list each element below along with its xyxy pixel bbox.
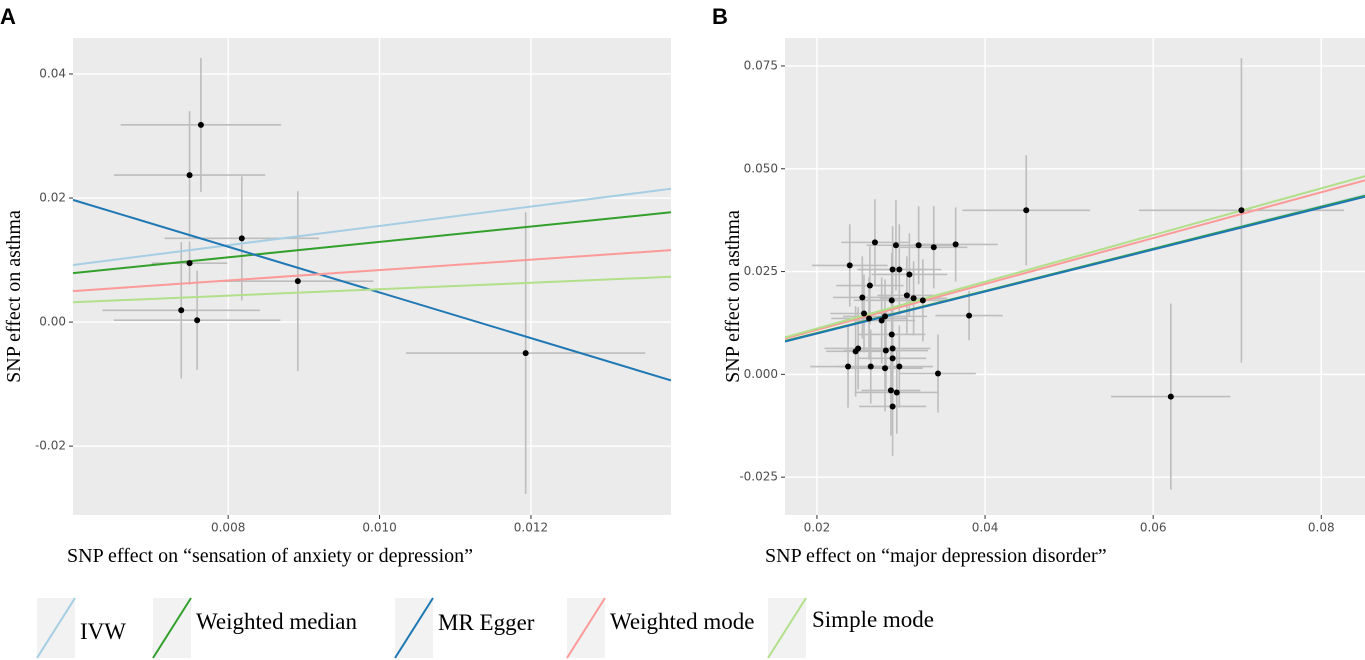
point	[903, 292, 910, 299]
regression-line	[73, 275, 671, 304]
point	[934, 370, 941, 377]
plot-background	[785, 38, 1365, 515]
point	[887, 387, 894, 394]
point	[861, 310, 868, 317]
point	[197, 121, 204, 128]
legend-label: IVW	[80, 619, 126, 644]
x-tick-label: 0.02	[804, 521, 831, 535]
legend-swatch	[566, 597, 606, 659]
point	[186, 260, 193, 267]
x-tick-label: 0.010	[362, 521, 396, 535]
point	[882, 347, 889, 354]
y-axis-title: SNP effect on asthma	[722, 210, 744, 383]
point	[186, 172, 193, 179]
point	[952, 241, 959, 248]
point	[930, 244, 937, 251]
x-tick-label: 0.08	[1308, 521, 1335, 535]
point	[888, 297, 895, 304]
legend-swatch	[394, 597, 434, 659]
point	[238, 235, 245, 242]
y-tick-label: 0.025	[744, 264, 778, 278]
point	[892, 242, 899, 249]
point	[889, 355, 896, 362]
legend-label: Simple mode	[812, 607, 934, 632]
y-tick-label: 0.02	[39, 191, 66, 205]
point	[845, 363, 852, 370]
regression-line	[785, 179, 1365, 340]
point	[915, 242, 922, 249]
point	[882, 365, 889, 372]
point	[846, 262, 853, 269]
point	[867, 363, 874, 370]
point	[859, 294, 866, 301]
point	[1167, 393, 1174, 400]
point	[866, 282, 873, 289]
point	[896, 266, 903, 273]
x-axis-title: SNP effect on “major depression disorder…	[765, 545, 1107, 567]
point	[1023, 207, 1030, 214]
x-tick-label: 0.04	[972, 521, 999, 535]
legend-label: MR Egger	[438, 610, 535, 635]
point	[522, 350, 529, 357]
point	[871, 239, 878, 246]
point	[889, 345, 896, 352]
legend-label: Weighted mode	[610, 609, 754, 634]
legend-swatch	[152, 597, 192, 659]
y-tick-label: 0.050	[744, 161, 778, 175]
panel-label: A	[0, 4, 16, 29]
regression-line	[73, 211, 671, 275]
point	[889, 403, 896, 410]
legend-label: Weighted median	[196, 609, 358, 634]
point	[896, 363, 903, 370]
plot-area	[73, 57, 671, 494]
point	[866, 315, 873, 322]
y-tick-label: 0.000	[744, 367, 778, 381]
panel-label: B	[712, 4, 728, 29]
regression-line	[785, 195, 1365, 343]
regression-line	[785, 175, 1365, 339]
y-axis-title: SNP effect on asthma	[3, 210, 25, 383]
x-tick-label: 0.06	[1140, 521, 1167, 535]
point	[919, 297, 926, 304]
y-tick-label: -0.02	[35, 439, 66, 453]
point	[893, 389, 900, 396]
y-tick-label: 0.075	[744, 58, 778, 72]
point	[1238, 207, 1245, 214]
y-tick-label: 0.00	[39, 315, 66, 329]
point	[178, 307, 185, 314]
point	[889, 266, 896, 273]
point	[906, 271, 913, 278]
plot-background	[73, 38, 671, 515]
y-tick-label: -0.025	[739, 470, 778, 484]
legend-swatch	[36, 597, 76, 659]
legend-swatch	[767, 597, 807, 659]
regression-line	[73, 187, 671, 267]
point	[966, 312, 973, 319]
plot-area	[785, 58, 1365, 490]
regression-line	[73, 249, 671, 293]
point	[852, 348, 859, 355]
x-tick-label: 0.008	[211, 521, 245, 535]
x-tick-label: 0.012	[514, 521, 548, 535]
point	[194, 317, 201, 324]
point	[910, 295, 917, 302]
y-tick-label: 0.04	[39, 66, 66, 80]
point	[882, 313, 889, 320]
point	[888, 331, 895, 338]
point	[294, 278, 301, 285]
x-axis-title: SNP effect on “sensation of anxiety or d…	[67, 545, 473, 567]
point	[878, 317, 885, 324]
